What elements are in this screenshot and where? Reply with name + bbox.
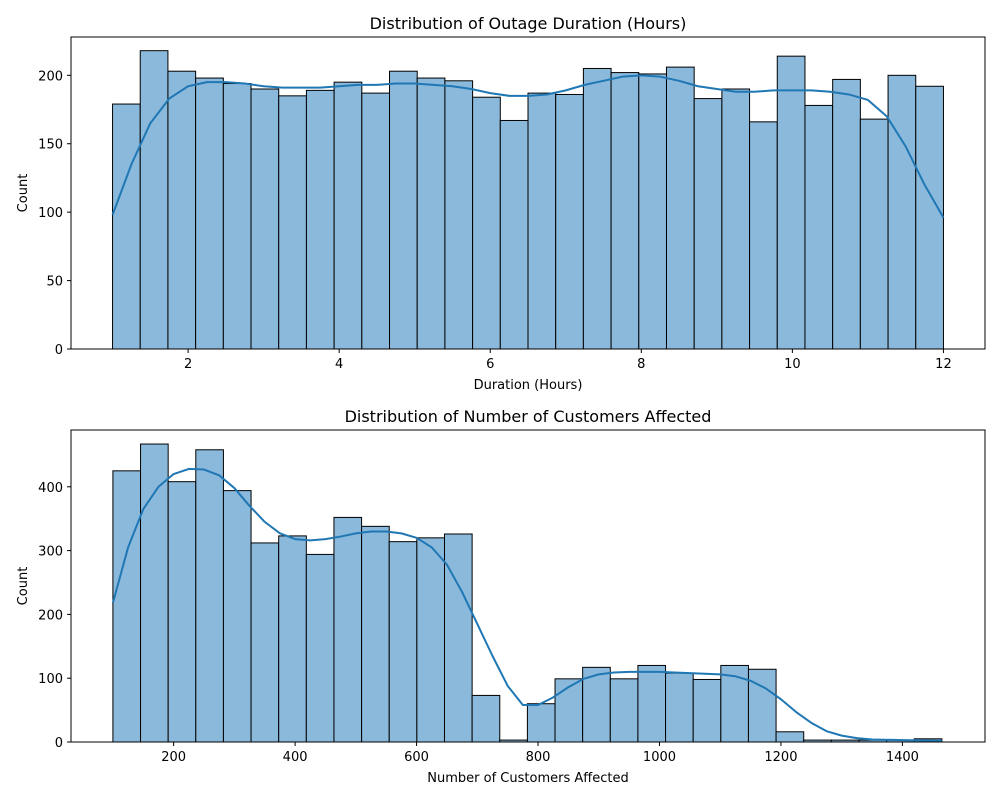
duration-bar (278, 95, 307, 350)
duration-bar (527, 92, 557, 350)
duration-bar (555, 93, 584, 350)
duration-bar (305, 89, 335, 350)
duration-bars (112, 50, 944, 350)
customers-bar (250, 542, 280, 743)
customers-x-tick-label: 800 (526, 750, 551, 765)
x-axis-label-customers: Number of Customers Affected (427, 771, 628, 786)
duration-y-tick-label: 50 (46, 275, 63, 290)
duration-y-tick-label: 100 (38, 206, 63, 221)
duration-bar (389, 70, 418, 350)
customers-bar (692, 678, 722, 743)
customers-bar (167, 481, 197, 743)
duration-bar (749, 121, 778, 350)
duration-histogram-panel: Distribution of Outage Duration (Hours) … (16, 14, 986, 393)
duration-y-tick-label: 200 (38, 69, 63, 84)
customers-kde-line (111, 467, 942, 742)
duration-y-tick-label: 0 (55, 343, 63, 358)
duration-bar (195, 77, 224, 350)
duration-x-tick-label: 4 (335, 357, 343, 372)
duration-bar (416, 77, 446, 350)
duration-bar (333, 81, 363, 350)
customers-bar (747, 668, 777, 743)
duration-bar (665, 66, 695, 350)
duration-bar (250, 88, 280, 350)
customers-bar (388, 541, 418, 743)
customers-bar (305, 553, 335, 743)
customers-y-tick-label: 300 (38, 545, 63, 560)
customers-bar (609, 678, 639, 743)
x-axis-label-duration: Duration (Hours) (474, 378, 583, 393)
y-axis-label-duration: Count (16, 174, 31, 213)
duration-x-tick-label: 10 (784, 357, 801, 372)
customers-bar (195, 449, 224, 743)
duration-bar (610, 72, 640, 350)
duration-bar (859, 118, 889, 350)
customers-bars (112, 443, 943, 743)
duration-bar (112, 103, 141, 350)
y-axis-label-customers: Count (16, 567, 31, 606)
customers-x-tick-label: 1400 (886, 750, 919, 765)
customers-x-tick-label: 600 (404, 750, 429, 765)
duration-bar (638, 73, 667, 350)
customers-bar (278, 535, 307, 743)
duration-x-tick-label: 2 (184, 357, 192, 372)
customers-bar (471, 694, 501, 743)
duration-x-tick-label: 8 (637, 357, 645, 372)
customers-axes-frame (70, 429, 986, 743)
duration-x-tick-label: 6 (486, 357, 494, 372)
customers-bar (112, 470, 142, 743)
customers-y-tick-label: 0 (55, 736, 63, 751)
duration-bar (167, 70, 197, 350)
customers-bar (554, 678, 584, 743)
customers-histogram-panel: Distribution of Number of Customers Affe… (16, 407, 986, 786)
duration-bar (499, 119, 529, 350)
duration-bar (721, 88, 751, 350)
duration-bar (804, 104, 834, 350)
duration-kde-line (111, 74, 945, 219)
duration-bar (582, 67, 612, 350)
customers-y-tick-label: 400 (38, 481, 63, 496)
customers-bar (416, 537, 445, 743)
duration-bar (915, 85, 944, 350)
duration-bar (444, 80, 474, 350)
chart-title-customers: Distribution of Number of Customers Affe… (345, 407, 712, 426)
customers-bar (222, 490, 252, 743)
duration-axes-frame (70, 36, 986, 350)
duration-bar (832, 78, 861, 350)
customers-bar (637, 664, 667, 743)
customers-bar (444, 533, 473, 743)
duration-bar (361, 92, 391, 350)
duration-bar (139, 50, 169, 350)
customers-bar (140, 443, 169, 743)
duration-bar (887, 74, 917, 350)
customers-x-tick-label: 1000 (643, 750, 676, 765)
customers-bar (665, 672, 694, 743)
customers-y-tick-label: 100 (38, 672, 63, 687)
customers-bar (775, 731, 805, 743)
customers-x-tick-label: 400 (283, 750, 308, 765)
duration-bar (776, 55, 806, 350)
chart-title-duration: Distribution of Outage Duration (Hours) (370, 14, 687, 33)
customers-x-tick-label: 1200 (764, 750, 797, 765)
duration-y-tick-label: 150 (38, 138, 63, 153)
customers-x-tick-label: 200 (161, 750, 186, 765)
customers-bar (333, 516, 363, 743)
customers-y-tick-label: 200 (38, 608, 63, 623)
duration-bar (693, 98, 723, 350)
duration-x-tick-label: 12 (935, 357, 952, 372)
duration-bar (222, 83, 252, 350)
customers-bar (526, 703, 556, 743)
customers-bar (361, 525, 390, 743)
duration-bar (472, 96, 501, 350)
